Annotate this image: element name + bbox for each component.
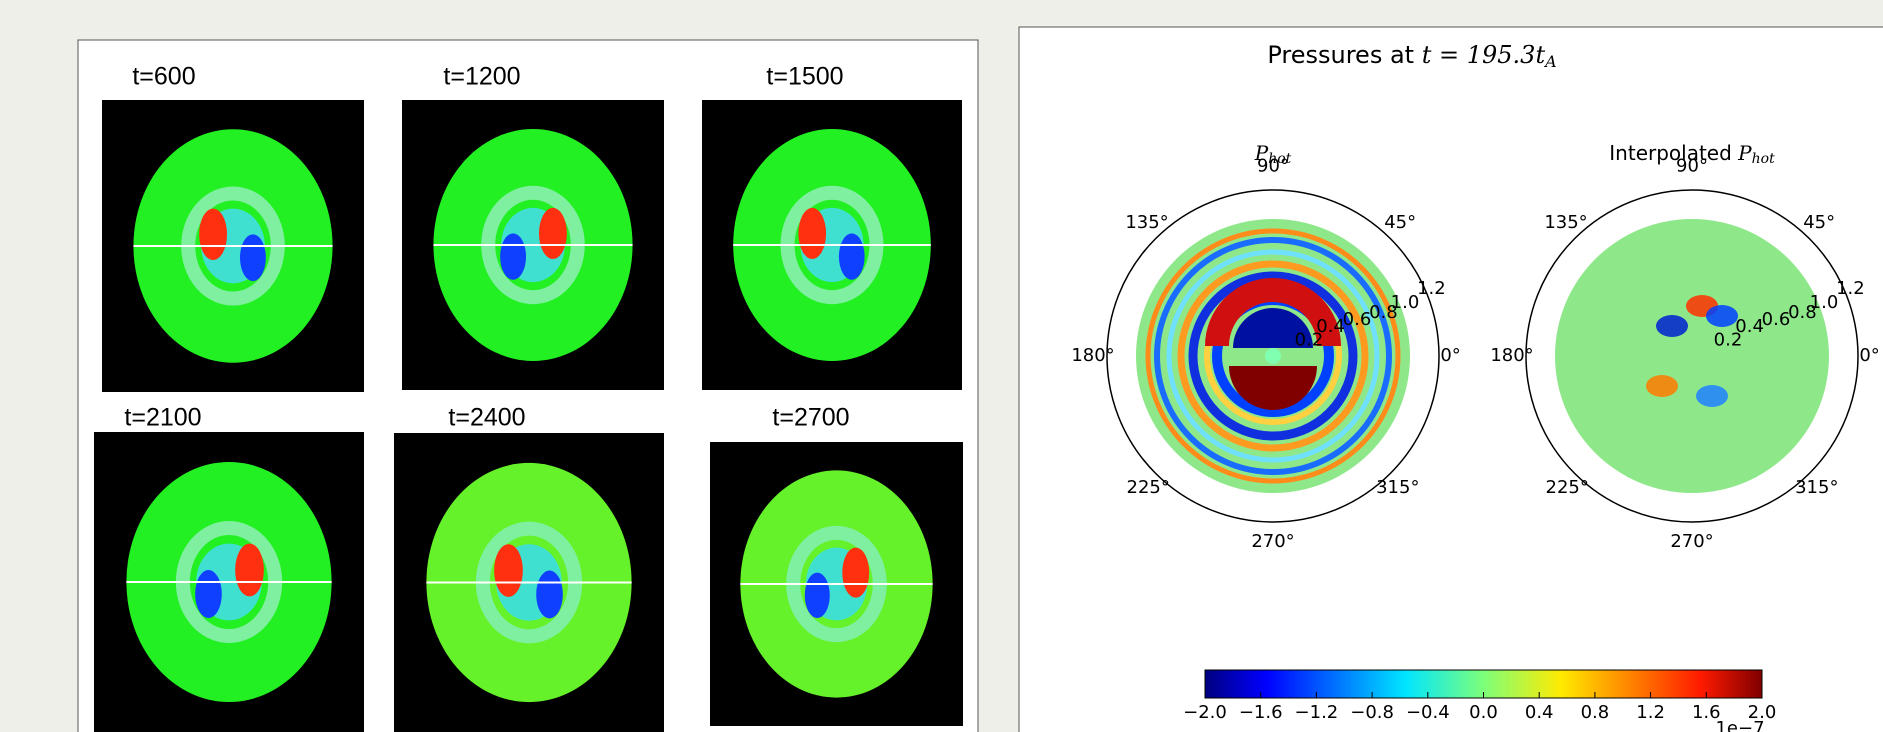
- angle-label: 0°: [1440, 345, 1460, 366]
- colorbar-tick-label: 0.0: [1469, 702, 1498, 723]
- radial-label: 1.0: [1810, 292, 1839, 313]
- snapshot-blob: [494, 544, 523, 597]
- angle-label: 225°: [1127, 477, 1170, 498]
- title-math: t = 195.3t: [1422, 41, 1546, 69]
- time-label: t=2700: [772, 404, 849, 432]
- radial-label: 1.0: [1391, 292, 1420, 313]
- slide: t=600 t=1200 t=1500 t=2100 t=2400 t=2700 Press…: [0, 0, 1883, 732]
- snapshot-blob: [195, 570, 222, 618]
- snapshot-blob: [805, 573, 830, 618]
- angle-label: 135°: [1125, 212, 1168, 233]
- page: t=600 t=1200 t=1500 t=2100 t=2400 t=2700 Press…: [0, 0, 1883, 732]
- polar-blob: [1656, 315, 1688, 337]
- angle-label: 225°: [1546, 477, 1589, 498]
- snapshot: [702, 100, 962, 390]
- colorbar-tick-label: −2.0: [1183, 702, 1227, 723]
- angle-label: 270°: [1670, 531, 1713, 552]
- angle-label: 315°: [1795, 477, 1838, 498]
- time-label: t=2100: [124, 404, 201, 432]
- plot-title-subscript: hot: [1752, 151, 1775, 167]
- snapshot: [102, 100, 364, 392]
- title-text: Pressures at: [1267, 41, 1414, 69]
- snapshot: [94, 432, 364, 732]
- snapshot: [710, 442, 963, 726]
- radial-label: 0.6: [1343, 309, 1372, 330]
- snapshot: [402, 100, 664, 390]
- snapshot-blob: [842, 548, 869, 598]
- colorbar-tick-label: −0.4: [1406, 702, 1450, 723]
- angle-label: 180°: [1490, 345, 1533, 366]
- colorbar-tick-label: −0.8: [1350, 702, 1394, 723]
- colorbar-tick-label: 0.8: [1581, 702, 1610, 723]
- time-label: t=600: [132, 63, 195, 91]
- snapshot-blob: [199, 209, 227, 260]
- angle-label: 270°: [1251, 531, 1294, 552]
- radial-label: 1.2: [1836, 278, 1865, 299]
- figure-title: Pressures at t = 195.3tA: [1267, 41, 1556, 71]
- plot-title: Interpolated Phot: [1609, 141, 1775, 168]
- snapshot-blob: [536, 571, 563, 619]
- snapshot: [394, 433, 664, 732]
- radial-label: 0.4: [1735, 316, 1764, 337]
- polar-blob: [1646, 375, 1678, 397]
- snapshot-blob: [798, 208, 826, 259]
- snapshot-blob: [235, 544, 264, 597]
- angle-label: 45°: [1384, 212, 1416, 233]
- polar-center: [1265, 348, 1281, 364]
- angle-label: 180°: [1071, 345, 1114, 366]
- angle-label: 45°: [1803, 212, 1835, 233]
- time-label: t=1500: [766, 63, 843, 91]
- time-label: t=2400: [448, 404, 525, 432]
- plot-title-prefix: Interpolated: [1609, 141, 1732, 165]
- plot-title-symbol: P: [1737, 141, 1752, 165]
- polar-blob: [1696, 385, 1728, 407]
- radial-label: 0.4: [1316, 316, 1345, 337]
- colorbar-tick-label: −1.6: [1239, 702, 1283, 723]
- angle-label: 315°: [1376, 477, 1419, 498]
- snapshot-blob: [539, 208, 567, 259]
- plot-title-symbol: P: [1254, 141, 1269, 165]
- time-label: t=1200: [443, 63, 520, 91]
- snapshot-blob: [500, 233, 526, 279]
- colorbar-tick-label: 1.2: [1636, 702, 1665, 723]
- polar-plot: 90°45°0°315°270°225°180°135°0.20.40.60.8…: [1071, 155, 1461, 552]
- title-subscript: A: [1543, 52, 1557, 71]
- polar-plot: 90°45°0°315°270°225°180°135°0.20.40.60.8…: [1490, 155, 1880, 552]
- snapshot-blob: [839, 233, 865, 279]
- plot-title-subscript: hot: [1268, 151, 1291, 167]
- polar-field: [1555, 219, 1829, 493]
- angle-label: 0°: [1859, 345, 1879, 366]
- colorbar-tick-label: −1.2: [1295, 702, 1339, 723]
- polar-blob: [1706, 305, 1738, 327]
- angle-label: 135°: [1544, 212, 1587, 233]
- colorbar-offset: 1e−7: [1715, 718, 1764, 732]
- colorbar-tick-label: 0.4: [1525, 702, 1554, 723]
- snapshot-blob: [240, 234, 266, 281]
- radial-label: 1.2: [1417, 278, 1446, 299]
- radial-label: 0.6: [1762, 309, 1791, 330]
